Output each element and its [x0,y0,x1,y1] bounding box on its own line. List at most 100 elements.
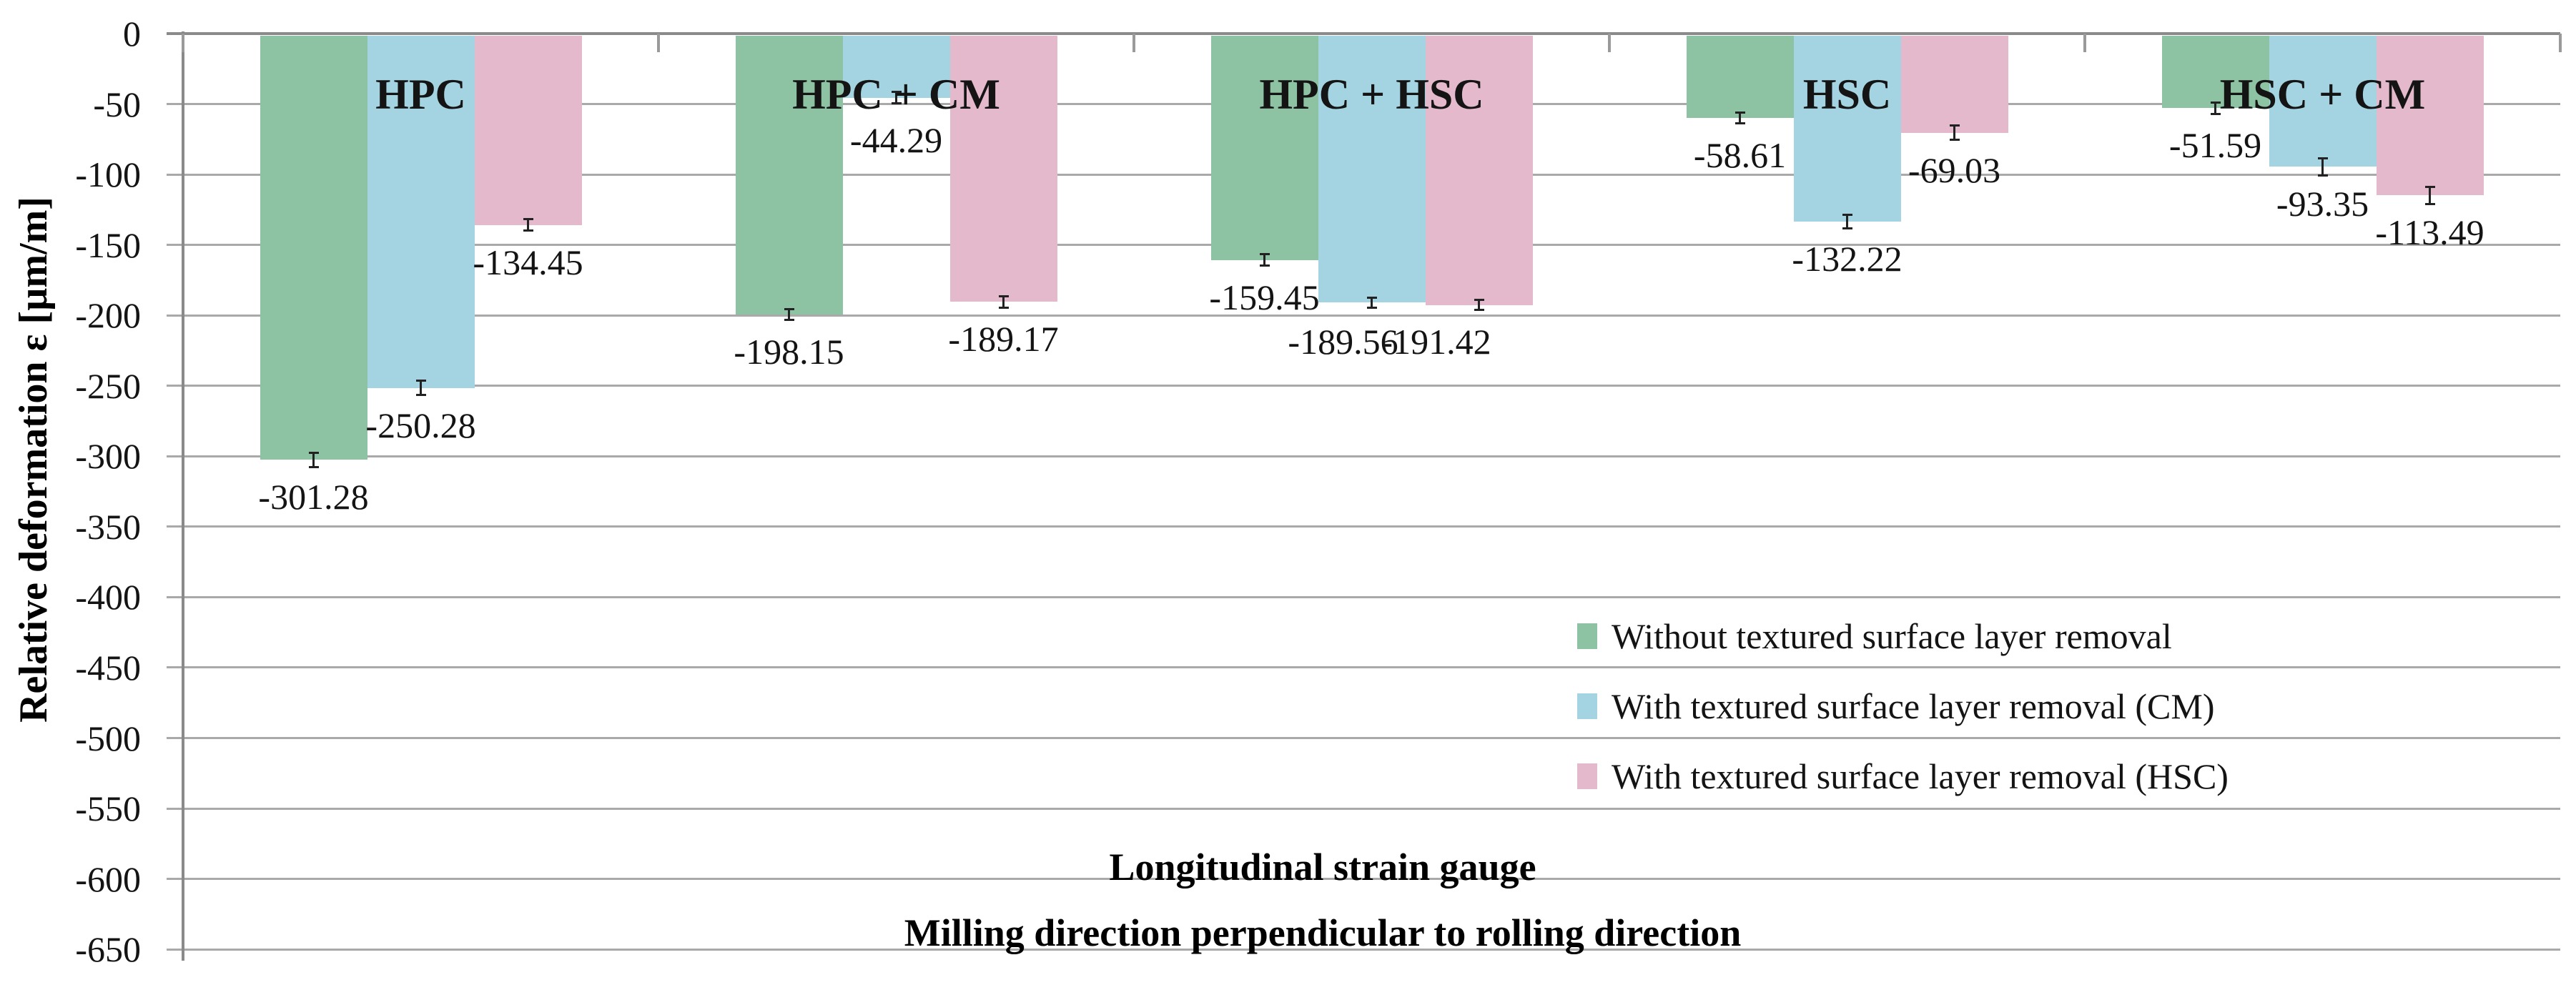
category-axis-tick-3 [1608,34,1611,52]
legend-item-cm-removal: With textured surface layer removal (CM) [1577,688,2214,724]
error-bar-hsc-cm-cm-removal-cap-top [2317,157,2328,160]
bar-hpc-hsc-removal [474,35,582,225]
data-label-hpc-hsc-hsc-removal: -191.42 [1381,322,1491,362]
bar-hsc-cm-cm-removal [2269,35,2377,167]
bar-hsc-hsc-removal [1900,35,2008,133]
bar-hsc-cm-removal [1793,35,1901,222]
error-bar-hpc-cm-hsc-removal-cap-top [998,294,1009,297]
error-bar-hpc-hsc-without-removal [1263,254,1265,266]
category-axis-tick-0 [182,34,184,52]
chart-title-line1: Longitudinal strain gauge [1109,846,1536,889]
error-bar-hsc-hsc-removal-cap-bottom [1949,138,1960,141]
category-label-hpc-cm: HPC + CM [792,71,1000,118]
error-bar-hpc-hsc-removal [527,219,529,231]
y-tick-label--400: -400 [75,577,141,618]
error-bar-hpc-hsc-cm-removal [1371,297,1373,308]
bar-hpc-cm-without-removal [735,35,843,315]
gridline-y--650 [167,948,2560,951]
error-bar-hpc-hsc-without-removal-cap-bottom [1259,264,1270,267]
category-axis-tick-5 [2559,34,2562,52]
bar-hpc-hsc-without-removal [1210,35,1318,260]
category-axis-tick-4 [2083,34,2086,52]
error-bar-hpc-cm-cm-removal-cap-top [891,91,902,94]
error-bar-hpc-cm-without-removal-cap-top [784,307,794,310]
gridline-y--550 [167,807,2560,810]
legend-swatch-cm-removal [1577,693,1597,719]
bar-hpc-hsc-hsc-removal [1425,35,1533,305]
y-axis-line [182,31,184,961]
error-bar-hsc-without-removal-cap-bottom [1734,122,1745,125]
bar-hpc-cm-removal [367,35,475,388]
y-tick-label--300: -300 [75,436,141,477]
error-bar-hpc-cm-removal-cap-bottom [415,394,426,397]
legend-item-hsc-removal: With textured surface layer removal (HSC… [1577,758,2229,794]
category-label-hpc-hsc: HPC + HSC [1259,71,1484,118]
bar-hpc-without-removal [260,35,367,460]
error-bar-hsc-cm-without-removal-cap-top [2210,101,2221,104]
bar-hpc-cm-cm-removal [842,35,950,98]
bar-hsc-cm-hsc-removal [2376,35,2484,196]
legend-label: Without textured surface layer removal [1612,616,2172,656]
legend-item-without-removal: Without textured surface layer removal [1577,618,2172,654]
data-label-hsc-cm-hsc-removal: -113.49 [2375,212,2484,253]
category-label-hpc: HPC [375,71,466,118]
y-tick-label--600: -600 [75,858,141,899]
error-bar-hpc-hsc-hsc-removal-cap-top [1474,299,1484,302]
y-tick-label--350: -350 [75,506,141,547]
y-tick-label--250: -250 [75,365,141,406]
data-label-hsc-cm-cm-removal: -93.35 [2276,184,2369,224]
category-axis-tick-1 [657,34,660,52]
data-label-hpc-hsc-without-removal: -159.45 [1209,277,1320,317]
data-label-hsc-without-removal: -58.61 [1693,135,1787,176]
error-bar-hpc-cm-hsc-removal-cap-bottom [998,306,1009,309]
error-bar-hsc-hsc-removal [1953,125,1955,140]
bar-hpc-hsc-cm-removal [1318,35,1426,303]
chart-title-line2: Milling direction perpendicular to rolli… [904,911,1742,954]
error-bar-hpc-hsc-cm-removal-cap-bottom [1366,306,1377,309]
error-bar-hpc-without-removal [312,452,315,467]
error-bar-hpc-without-removal-cap-bottom [308,465,319,468]
error-bar-hsc-cm-removal-cap-top [1842,213,1852,216]
error-bar-hpc-cm-removal [420,380,422,395]
data-label-hpc-hsc-removal: -134.45 [473,242,583,282]
legend-swatch-hsc-removal [1577,763,1597,789]
category-axis-tick-2 [1132,34,1135,52]
y-tick-label--500: -500 [75,718,141,758]
bar-hpc-cm-hsc-removal [949,35,1057,302]
error-bar-hpc-hsc-hsc-removal-cap-bottom [1474,309,1484,312]
data-label-hsc-cm-without-removal: -51.59 [2168,125,2262,166]
x-axis-zero-line [167,32,2560,35]
error-bar-hpc-cm-cm-removal-cap-bottom [891,102,902,105]
error-bar-hpc-hsc-without-removal-cap-top [1259,253,1270,256]
error-bar-hsc-without-removal-cap-top [1734,111,1745,114]
y-tick-label--450: -450 [75,647,141,688]
error-bar-hsc-hsc-removal-cap-top [1949,124,1960,127]
data-label-hpc-without-removal: -301.28 [258,477,369,518]
error-bar-hpc-without-removal-cap-top [308,451,319,454]
data-label-hpc-cm-removal: -250.28 [365,405,476,445]
error-bar-hsc-cm-removal-cap-bottom [1842,227,1852,230]
error-bar-hsc-cm-hsc-removal-cap-top [2424,185,2435,188]
y-tick-label-0: 0 [123,14,141,54]
gridline-y--400 [167,595,2560,598]
y-tick-label--550: -550 [75,788,141,829]
y-tick-label--100: -100 [75,154,141,195]
error-bar-hsc-cm-hsc-removal-cap-bottom [2424,202,2435,205]
error-bar-hpc-cm-removal-cap-top [415,380,426,382]
data-label-hsc-cm-removal: -132.22 [1792,239,1903,279]
gridline-y--350 [167,525,2560,528]
bar-hsc-cm-without-removal [2161,35,2269,109]
data-label-hpc-cm-hsc-removal: -189.17 [948,319,1059,360]
legend-swatch-without-removal [1577,623,1597,649]
error-bar-hsc-cm-removal [1846,214,1848,229]
legend-label: With textured surface layer removal (CM) [1612,686,2215,726]
y-tick-label--150: -150 [75,224,141,265]
error-bar-hpc-hsc-removal-cap-bottom [523,229,533,232]
gridline-y--450 [167,666,2560,669]
error-bar-hpc-cm-hsc-removal [1002,296,1005,308]
error-bar-hsc-cm-without-removal [2214,102,2216,114]
legend-label: With textured surface layer removal (HSC… [1612,756,2229,796]
error-bar-hsc-without-removal [1739,112,1741,124]
